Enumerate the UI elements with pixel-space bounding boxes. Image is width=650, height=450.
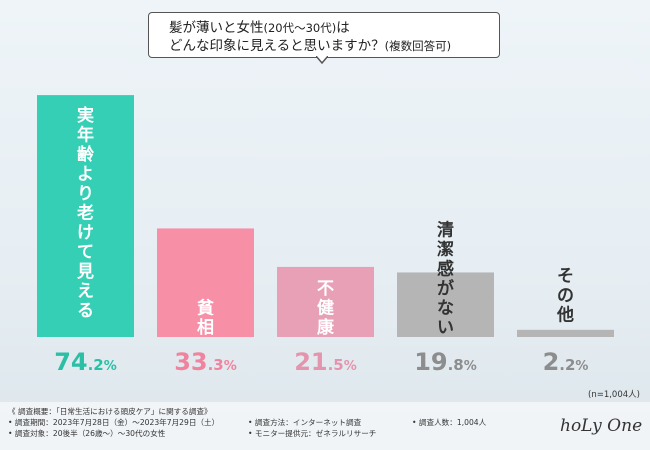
category-label-2: 貧相 (197, 298, 214, 339)
value-label-3: 21.5% (294, 348, 357, 376)
title-line2: どんな印象に見えると思いますか？ (169, 38, 385, 54)
title-line1-end: は (336, 20, 350, 36)
survey-overview: 《 調査概要：「日常生活における頭皮ケア」に関する調査》 (8, 407, 212, 416)
survey-target: • 調査対象：20後半（26歳〜）〜30代の女性 (8, 429, 166, 438)
chart-title: 髪が薄いと女性(20代〜30代)は どんな印象に見えると思いますか？(複数回答可… (148, 12, 500, 58)
bar-5 (517, 329, 614, 337)
bar-2 (157, 228, 254, 337)
bar-4 (397, 272, 494, 337)
bar-3 (277, 266, 374, 337)
value-label-2: 33.3% (174, 348, 237, 376)
title-line1: 髪が薄いと女性 (169, 20, 264, 36)
title-pointer (316, 56, 328, 64)
category-label-4: 清潔感がない (437, 220, 454, 339)
category-label-5: その他 (556, 266, 574, 325)
category-label-3: 不健康 (317, 279, 335, 338)
survey-provider: • モニター提供元：ゼネラルリサーチ (248, 429, 377, 438)
value-label-5: 2.2% (543, 348, 589, 376)
survey-period: • 調査期間：2023年7月28日（金）〜2023年7月29日（土） (8, 418, 220, 427)
footer-band (0, 402, 650, 450)
value-label-1: 74.2% (54, 348, 117, 376)
category-label-1: 実年齢より老けて見える (76, 105, 95, 321)
title-line2-paren: (複数回答可) (384, 39, 452, 53)
sample-size-note: (n=1,004人) (588, 390, 640, 400)
survey-count: • 調査人数：1,004人 (412, 418, 487, 427)
bar-1 (37, 95, 134, 337)
value-label-4: 19.8% (414, 348, 477, 376)
title-line1-paren: (20代〜30代) (263, 21, 337, 35)
brand-logo: hoLy One (560, 416, 643, 436)
survey-method: • 調査方法：インターネット調査 (248, 418, 362, 427)
